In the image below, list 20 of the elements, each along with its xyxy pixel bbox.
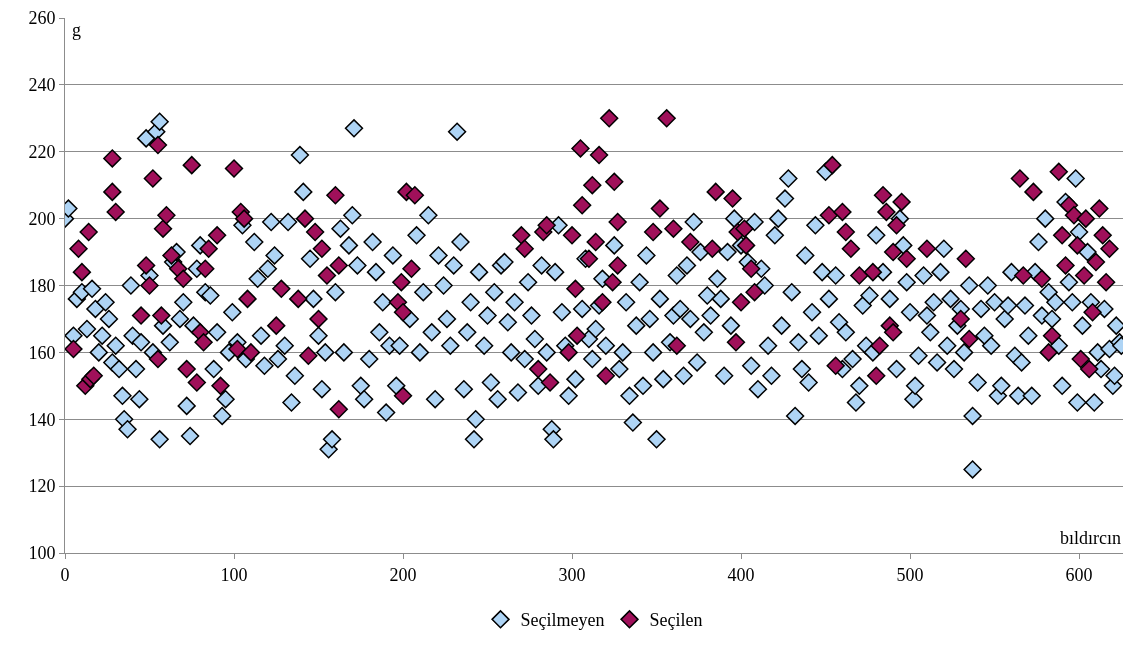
y-tick-label: 160 [28, 342, 56, 363]
x-tick-label: 200 [389, 564, 417, 585]
legend-label: Seçilmeyen [520, 610, 605, 631]
x-tick-label: 600 [1065, 564, 1093, 585]
x-tick-label: 400 [727, 564, 755, 585]
x-tick-label: 300 [558, 564, 586, 585]
y-tick-label: 180 [28, 275, 56, 296]
y-tick-label: 120 [28, 476, 56, 497]
x-axis-title: bıldırcın [1060, 528, 1121, 548]
legend-label: Seçilen [649, 610, 703, 631]
y-tick-label: 100 [28, 543, 56, 564]
y-tick-label: 240 [28, 75, 56, 96]
x-tick-label: 500 [896, 564, 924, 585]
y-tick-label: 260 [28, 8, 56, 29]
x-tick-label: 100 [220, 564, 248, 585]
x-tick-label: 0 [60, 564, 70, 585]
y-tick-label: 220 [28, 142, 56, 163]
y-tick-label: 200 [28, 208, 56, 229]
y-tick-label: 140 [28, 409, 56, 430]
y-axis-title: g [72, 20, 81, 40]
